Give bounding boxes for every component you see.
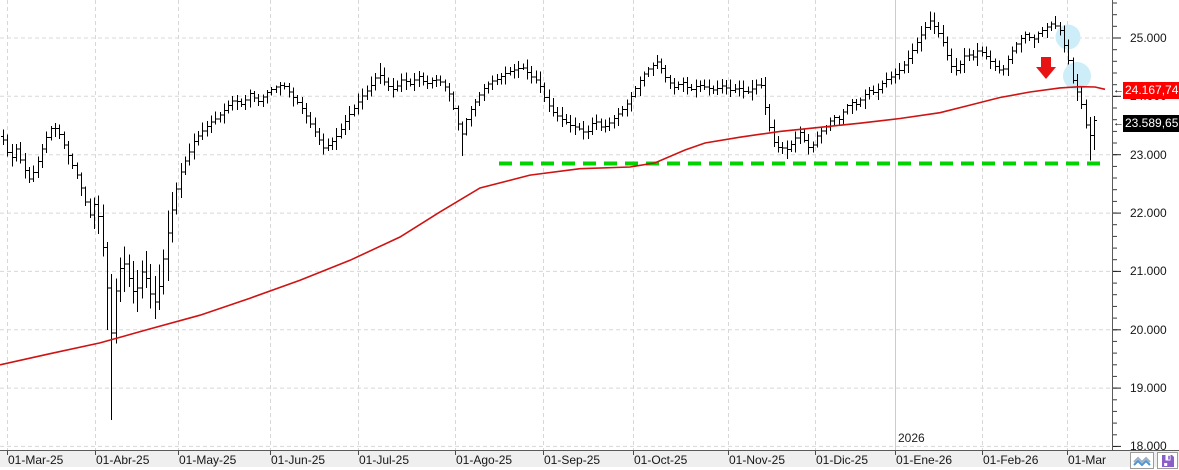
left-arrow-icon: ←	[1113, 83, 1124, 96]
time-axis-tick	[728, 451, 729, 455]
time-axis-label: 01-Sep-25	[544, 453, 601, 467]
time-axis-tick	[543, 451, 544, 455]
time-axis-tick	[178, 451, 179, 455]
ma-value-tag: ← 24.167,74	[1113, 81, 1179, 99]
time-axis-label: 01-Nov-25	[729, 453, 786, 467]
last-price-text: 23.589,65	[1123, 115, 1179, 133]
price-axis[interactable]: 25.00024.00023.00022.00021.00020.00019.0…	[1112, 0, 1179, 454]
axis-bottom-edge	[0, 467, 1179, 470]
time-axis-tick	[982, 451, 983, 455]
time-axis-label: 01-Oct-25	[634, 453, 688, 467]
ohlc-bars	[1, 11, 1097, 421]
left-arrow-icon: ←	[1113, 117, 1124, 130]
price-chart-canvas[interactable]: 2026	[0, 0, 1112, 450]
price-axis-label: 20.000	[1130, 322, 1167, 337]
time-axis-tick	[95, 451, 96, 455]
down-arrow-annotation	[1036, 57, 1056, 79]
time-axis-label: 01-May-25	[179, 453, 237, 467]
time-axis-tick	[895, 451, 896, 455]
price-axis-label: 18.000	[1130, 439, 1167, 454]
time-axis-label: 01-Abr-25	[96, 453, 150, 467]
time-axis-label: 01-Feb-26	[983, 453, 1039, 467]
time-axis-label: 01-Mar-25	[8, 453, 64, 467]
last-price-tag: ← 23.589,65	[1113, 115, 1179, 133]
time-axis-label: 01-Dic-25	[816, 453, 869, 467]
price-axis-label: 19.000	[1130, 381, 1167, 396]
time-axis-tick	[7, 451, 8, 455]
save-chart-button[interactable]	[1157, 452, 1178, 469]
time-axis-label: 01-Mar	[1068, 453, 1107, 467]
time-axis-label: 01-Jun-25	[271, 453, 326, 467]
ma-value-text: 24.167,74	[1123, 81, 1179, 99]
price-axis-label: 22.000	[1130, 206, 1167, 221]
price-axis-ticks	[1113, 2, 1121, 447]
moving-average-line	[0, 85, 1106, 366]
time-axis-tick	[455, 451, 456, 455]
price-axis-label: 25.000	[1130, 31, 1167, 45]
year-label: 2026	[897, 431, 926, 445]
time-axis-tick	[633, 451, 634, 455]
time-axis-label: 01-Jul-25	[359, 453, 410, 467]
zigzag-wave-icon	[1133, 456, 1151, 466]
compress-view-button[interactable]	[1130, 452, 1154, 469]
price-axis-label: 23.000	[1130, 147, 1167, 162]
time-axis-tick	[358, 451, 359, 455]
time-axis-tick	[270, 451, 271, 455]
floppy-disk-icon	[1161, 454, 1174, 467]
time-axis-label: 01-Ago-25	[456, 453, 513, 467]
time-axis-label: 01-Ene-26	[896, 453, 953, 467]
time-axis[interactable]: 01-Mar-25 01-Abr-25 01-May-25 01-Jun-25 01-J…	[0, 450, 1179, 470]
time-axis-tick	[815, 451, 816, 455]
price-axis-label: 21.000	[1130, 264, 1167, 279]
price-chart-plot	[0, 0, 1112, 450]
time-axis-tick	[1067, 451, 1068, 455]
